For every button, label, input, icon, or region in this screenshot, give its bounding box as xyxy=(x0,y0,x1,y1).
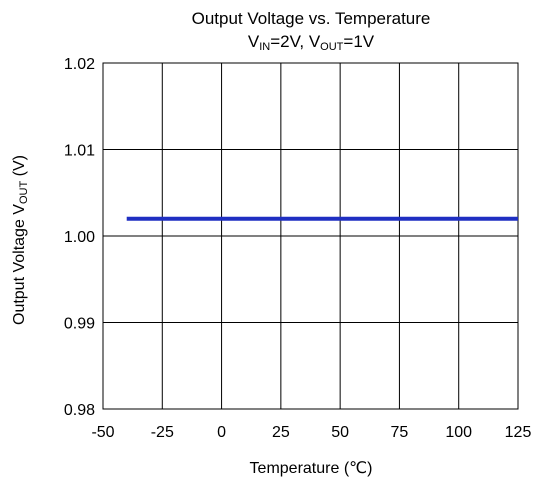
grid xyxy=(102,62,519,410)
x-tick-label: 25 xyxy=(272,424,290,441)
chart-title: Output Voltage vs. Temperature xyxy=(192,9,431,28)
subtitle-vout-symbol: V xyxy=(309,32,321,51)
subtitle-vin-symbol: V xyxy=(248,32,260,51)
y-tick-label: 1.02 xyxy=(64,56,95,73)
x-tick-label: 100 xyxy=(445,424,472,441)
y-axis-label-main: Output Voltage V xyxy=(11,204,28,325)
x-tick-label: -25 xyxy=(151,424,174,441)
x-tick-label: 125 xyxy=(505,424,532,441)
y-tick-label: 1.00 xyxy=(64,229,95,246)
x-tick-label: 75 xyxy=(391,424,409,441)
subtitle-vout-subscript: OUT xyxy=(320,41,344,53)
x-tick-label: 50 xyxy=(331,424,349,441)
x-tick-label: -50 xyxy=(91,424,114,441)
x-axis-label: Temperature (℃) xyxy=(250,460,373,477)
subtitle-vin-subscript: IN xyxy=(259,41,270,53)
subtitle-vin-value: =2V, xyxy=(270,32,309,51)
chart-subtitle: VIN=2V, VOUT=1V xyxy=(248,32,375,53)
y-axis-label-unit: (V) xyxy=(11,155,28,181)
x-tick-label: 0 xyxy=(217,424,226,441)
y-tick-label: 0.98 xyxy=(64,402,95,419)
y-axis-label-subscript: OUT xyxy=(18,181,30,205)
x-tick-labels: -50 -25 0 25 50 75 100 125 xyxy=(91,424,531,441)
y-tick-label: 1.01 xyxy=(64,143,95,160)
subtitle-vout-value: =1V xyxy=(343,32,374,51)
y-tick-labels: 0.98 0.99 1.00 1.01 1.02 xyxy=(64,56,95,419)
y-axis-label: Output Voltage VOUT (V) xyxy=(11,155,30,325)
y-tick-label: 0.99 xyxy=(64,316,95,333)
plot-frame xyxy=(102,62,519,410)
